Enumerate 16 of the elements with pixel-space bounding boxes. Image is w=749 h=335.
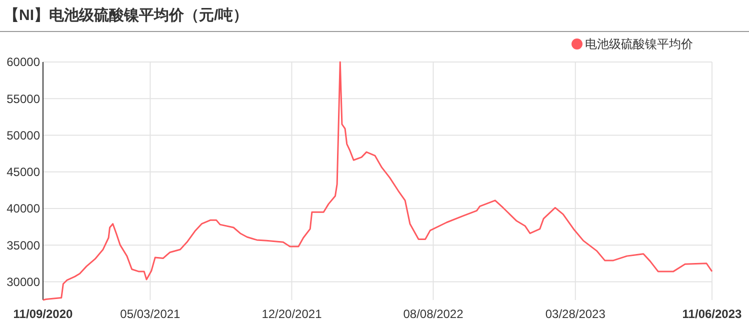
y-tick-label: 35000 <box>6 238 40 252</box>
x-tick-label: 03/28/2023 <box>545 307 606 321</box>
y-tick-label: 55000 <box>6 92 40 106</box>
x-tick-label: 08/08/2022 <box>403 307 464 321</box>
x-tick-label: 12/20/2021 <box>262 307 322 321</box>
y-tick-label: 30000 <box>6 274 40 289</box>
legend-label: 电池级硫酸镍平均价 <box>585 37 693 51</box>
x-tick-label: 05/03/2021 <box>120 307 181 321</box>
y-tick-label: 40000 <box>6 202 40 216</box>
chart-title: 【NI】电池级硫酸镍平均价（元/吨） <box>4 6 248 24</box>
x-tick-label: 11/09/2020 <box>13 307 74 321</box>
y-tick-label: 50000 <box>6 128 40 142</box>
line-series <box>42 61 713 301</box>
y-tick-label: 45000 <box>6 165 40 180</box>
x-tick-label: 11/06/2023 <box>682 307 742 321</box>
y-tick-label: 60000 <box>6 55 40 70</box>
